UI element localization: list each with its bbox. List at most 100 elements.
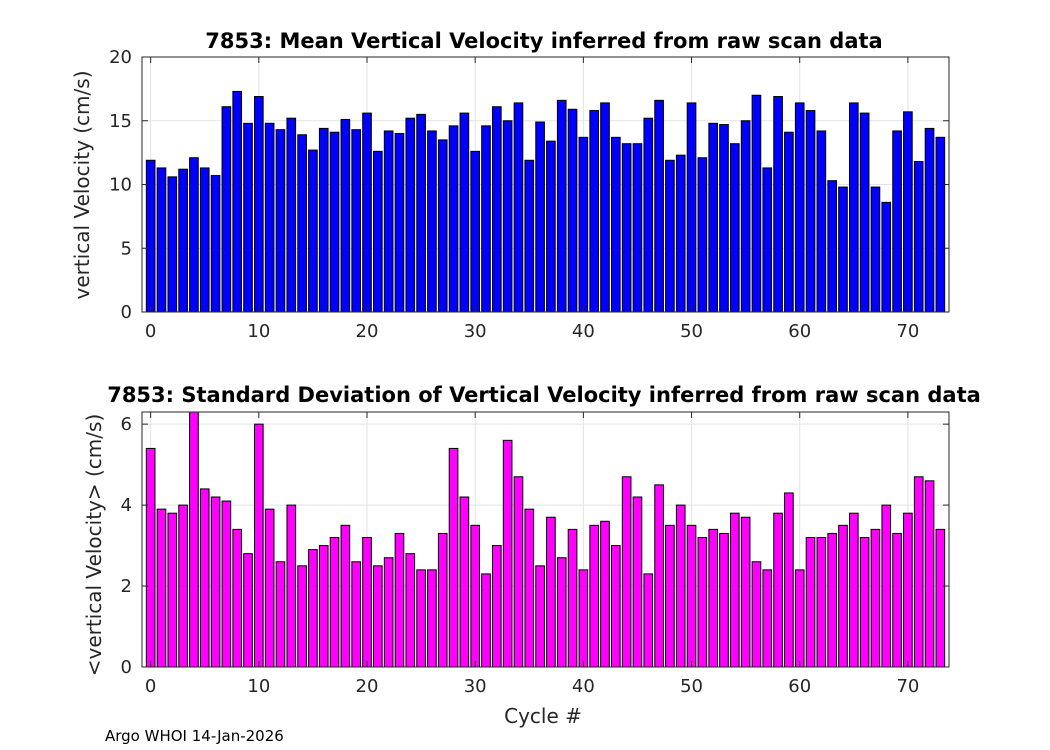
bar-cycle-61 [805,536,816,668]
bar-cycle-67 [870,528,881,668]
bar-cycle-65 [848,512,859,668]
bar-cycle-13 [286,504,297,668]
bar-cycle-15 [308,149,318,313]
bar-cycle-57 [762,167,773,313]
bar-cycle-52 [708,122,719,313]
bar-cycle-53 [719,532,729,668]
bar-cycle-34 [513,102,524,313]
y-axis-label-std: <vertical Velocity> (cm/s) [82,414,106,677]
bar-cycle-24 [405,553,416,668]
bar-cycle-72 [924,127,935,313]
bar-cycle-50 [686,102,697,313]
bar-cycle-68 [881,201,892,313]
bar-cycle-14 [297,134,307,313]
bar-cycle-67 [870,186,881,313]
axes-frame [141,411,950,668]
bar-cycle-25 [416,113,426,313]
bar-cycle-59 [784,131,794,313]
bar-cycle-15 [308,549,318,668]
bar-cycle-56 [751,561,762,668]
bar-cycle-59 [784,492,794,668]
bar-cycle-35 [524,159,535,313]
bar-cycle-0 [145,159,156,313]
bar-cycle-58 [773,512,783,668]
bar-cycle-41 [589,524,600,668]
bar-cycle-69 [892,130,902,313]
bar-cycle-2 [167,176,178,313]
x-tick-label: 70 [896,321,919,342]
bar-cycle-9 [243,122,253,313]
y-tick-label: 10 [109,175,132,196]
bar-cycle-71 [913,476,924,668]
bar-cycle-30 [470,524,481,668]
bar-cycle-46 [643,573,654,668]
y-tick-label: 20 [109,47,132,68]
bar-cycle-10 [254,96,264,313]
x-tick-label: 20 [356,321,379,342]
y-tick-label: 6 [121,414,132,435]
x-tick-label: 0 [145,321,156,342]
bar-cycle-20 [362,112,372,313]
bar-cycle-55 [740,516,751,668]
x-axis-label: Cycle # [504,704,582,728]
bar-cycle-22 [383,557,394,668]
bar-cycle-31 [481,573,491,668]
bar-cycle-38 [556,99,567,313]
y-tick-label: 2 [121,576,132,597]
y-axis-label-mean: vertical Velocity (cm/s) [70,71,94,300]
bar-cycle-46 [643,117,654,313]
bar-cycle-37 [546,516,556,668]
bar-cycle-5 [199,488,210,668]
bar-cycle-72 [924,480,935,668]
bar-cycle-47 [654,484,664,668]
bar-cycle-14 [297,565,307,668]
bar-cycle-47 [654,99,664,313]
bar-cycle-64 [838,186,848,313]
bar-cycle-25 [416,569,426,668]
bar-cycle-48 [665,159,675,313]
bar-cycle-30 [470,150,481,313]
bar-cycle-1 [156,508,167,668]
bar-cycle-55 [740,120,751,313]
bar-cycle-54 [729,512,740,668]
bar-cycle-7 [221,106,232,313]
bar-cycle-6 [210,175,221,313]
bar-cycle-44 [621,476,632,668]
bar-cycle-39 [567,528,578,668]
bar-cycle-18 [340,118,351,313]
x-tick-label: 0 [145,676,156,697]
bar-cycle-45 [632,143,643,313]
bar-cycle-16 [318,545,329,668]
bar-cycle-56 [751,94,762,313]
bar-cycle-62 [816,130,827,313]
footer-credit: Argo WHOI 14-Jan-2026 [105,727,284,745]
bar-cycle-6 [210,496,221,668]
bar-cycle-51 [697,157,708,313]
bar-cycle-51 [697,536,708,668]
x-tick-label: 10 [247,321,270,342]
bar-cycle-50 [686,524,697,668]
bar-cycle-69 [892,532,902,668]
bar-cycle-17 [329,536,340,668]
bar-cycle-21 [372,150,383,313]
bar-cycle-28 [448,447,459,668]
bar-cycle-64 [838,524,848,668]
bar-cycle-57 [762,569,773,668]
bar-cycle-11 [264,122,275,313]
bar-cycle-49 [675,154,686,313]
y-tick-label: 4 [121,495,132,516]
bar-cycle-29 [459,496,470,668]
bar-cycle-21 [372,565,383,668]
x-tick-label: 50 [680,676,703,697]
bar-cycle-70 [903,512,913,668]
bar-cycle-19 [351,561,362,668]
bar-cycle-40 [578,136,589,313]
bar-cycle-73 [935,136,946,313]
bar-cycle-32 [491,545,502,668]
x-tick-label: 10 [247,676,270,697]
x-tick-label: 40 [572,321,595,342]
bar-cycle-27 [437,532,448,668]
bar-cycle-62 [816,536,827,668]
bar-cycle-28 [448,125,459,313]
